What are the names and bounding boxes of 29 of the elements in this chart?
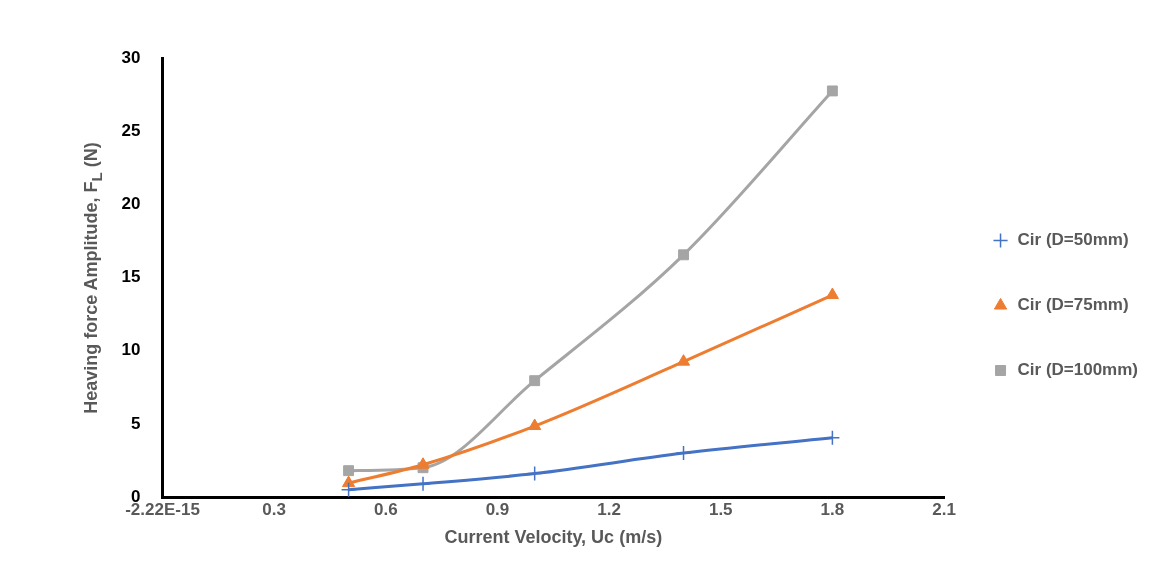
- point: [825, 287, 839, 300]
- point: [678, 249, 689, 261]
- x-tick-label: 2.1: [932, 499, 956, 519]
- point: [416, 457, 430, 469]
- y-tick-label: 10: [121, 340, 141, 360]
- y-tick-label: 15: [121, 267, 141, 287]
- point: [529, 375, 541, 387]
- point: [342, 475, 356, 488]
- point: [343, 465, 355, 477]
- y-tick-label: 20: [121, 194, 141, 214]
- point: [826, 85, 838, 97]
- legend-label: Cir (D=50mm): [1017, 230, 1129, 250]
- y-tick-label: 25: [121, 120, 141, 140]
- x-tick-label: 0.9: [485, 499, 510, 519]
- point: [676, 354, 691, 366]
- x-tick-label: 0.6: [373, 499, 398, 519]
- x-tick-label: 1.2: [597, 499, 621, 519]
- x-tick-label: 0.3: [262, 499, 286, 519]
- point: [675, 445, 692, 461]
- y-tick-label: 30: [121, 47, 141, 67]
- legend-label: Cir (D=100mm): [1017, 360, 1139, 380]
- point: [340, 481, 357, 497]
- x-tick-label: 1.5: [708, 499, 733, 519]
- x-axis-title: Current Velocity, Uc (m/s): [444, 527, 663, 548]
- y-tick-label: 5: [131, 413, 141, 433]
- legend-label: Cir (D=75mm): [1017, 295, 1129, 315]
- point: [528, 418, 542, 431]
- point: [526, 465, 543, 482]
- x-tick-label: 1.8: [820, 499, 845, 519]
